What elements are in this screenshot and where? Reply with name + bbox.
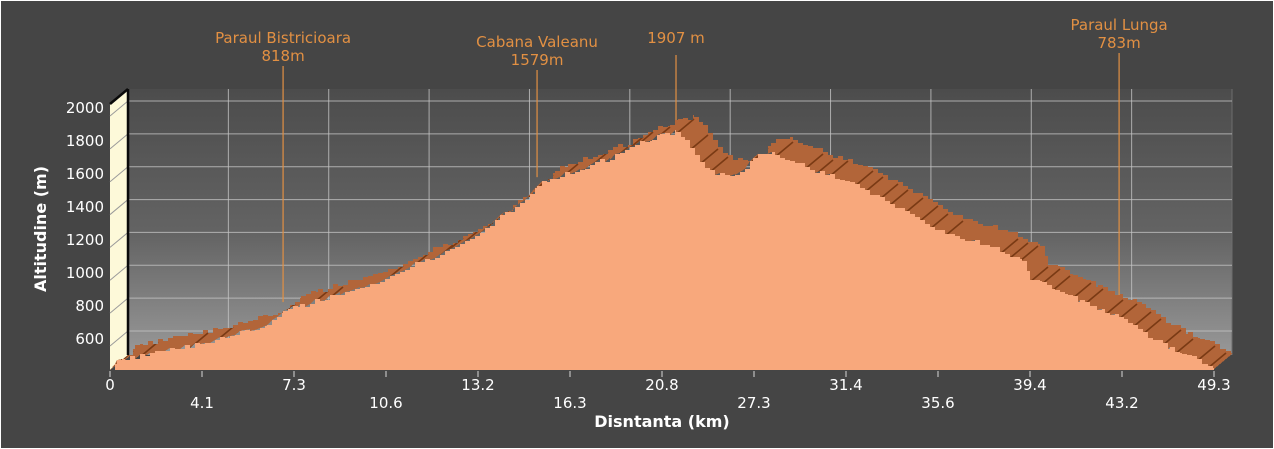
terrain-step-line (854, 170, 874, 187)
terrain-step-line (944, 220, 964, 237)
y-axis-wall-tick (109, 100, 129, 117)
terrain-step-line (889, 189, 909, 206)
terrain-front-face (110, 130, 1214, 370)
terrain-step-line (1174, 338, 1194, 355)
y-tick-label: 1600 (66, 165, 104, 183)
x-tick-label: 27.3 (737, 394, 770, 412)
terrain-step-line (675, 118, 695, 135)
terrain-step-line (1009, 242, 1029, 259)
x-axis-title: Disntanta (km) (594, 412, 729, 431)
x-tick-label: 10.6 (369, 394, 402, 412)
terrain-step-line (929, 213, 949, 230)
terrain-step-line (829, 160, 849, 177)
terrain-step-line (1051, 275, 1071, 292)
terrain-top-ribbon (110, 115, 1232, 370)
y-axis-wall-tick (109, 297, 129, 314)
x-tick-label: 13.2 (461, 376, 494, 394)
y-tick-label: 800 (75, 297, 104, 315)
terrain-step-line (879, 183, 899, 200)
terrain-step-line (1084, 288, 1104, 305)
y-tick-label: 600 (75, 330, 104, 348)
terrain-step-line (689, 134, 709, 151)
x-tick-label: 31.4 (829, 376, 862, 394)
terrain-step-line (1041, 268, 1061, 285)
annotation-label: 1579m (511, 51, 564, 69)
x-tick-label: 43.2 (1105, 394, 1138, 412)
y-axis-wall (110, 89, 128, 370)
y-axis-title: Altitudine (m) (31, 166, 50, 292)
annotation-label: 783m (1097, 34, 1140, 52)
terrain-step-line (1072, 282, 1092, 299)
terrain-step-line (864, 176, 884, 193)
terrain-step-line (1207, 352, 1227, 369)
x-tick-label: 20.8 (645, 376, 678, 394)
terrain-step-line (919, 205, 939, 222)
annotation-label: Paraul Bistricioara (215, 29, 351, 47)
y-axis-wall-tick (109, 264, 129, 281)
y-axis-wall-tick (109, 166, 129, 183)
y-axis-wall-tick (109, 199, 129, 215)
y-tick-label: 1200 (66, 231, 104, 249)
y-tick-label: 2000 (66, 99, 104, 117)
x-tick-label: 35.6 (921, 394, 954, 412)
annotation-label: Cabana Valeanu (476, 33, 598, 51)
annotation-label: 1907 m (647, 29, 705, 47)
terrain-step-line (1029, 266, 1049, 283)
y-axis-wall-tick (109, 232, 129, 248)
terrain-step-line (1142, 318, 1162, 335)
terrain-step-line (1132, 311, 1152, 328)
terrain-step-line (1019, 245, 1039, 262)
annotation-label: Paraul Lunga (1071, 16, 1168, 34)
terrain-step-line (774, 141, 794, 158)
y-axis-wall-tick (109, 133, 129, 150)
terrain-step-line (804, 153, 824, 170)
x-tick-label: 0 (105, 376, 115, 394)
terrain-step-line (999, 238, 1019, 255)
terrain-step-line (709, 156, 729, 173)
x-tick-label: 16.3 (553, 394, 586, 412)
y-tick-label: 1000 (66, 264, 104, 282)
terrain-step-line (1162, 329, 1182, 346)
wall-top-edge (109, 88, 129, 105)
terrain-step-line (1104, 299, 1124, 316)
y-axis-wall-tick (109, 330, 129, 347)
x-tick-label: 4.1 (190, 394, 214, 412)
terrain-step-line (1196, 345, 1216, 362)
y-tick-label: 1400 (66, 198, 104, 216)
y-tick-label: 1800 (66, 132, 104, 150)
terrain-step-line (1118, 303, 1138, 320)
annotation-label: 818m (261, 47, 304, 65)
x-tick-label: 39.4 (1013, 376, 1046, 394)
terrain-step-line (904, 197, 924, 214)
x-tick-label: 7.3 (282, 376, 306, 394)
terrain-step-line (699, 148, 719, 165)
x-tick-label: 49.3 (1197, 376, 1230, 394)
